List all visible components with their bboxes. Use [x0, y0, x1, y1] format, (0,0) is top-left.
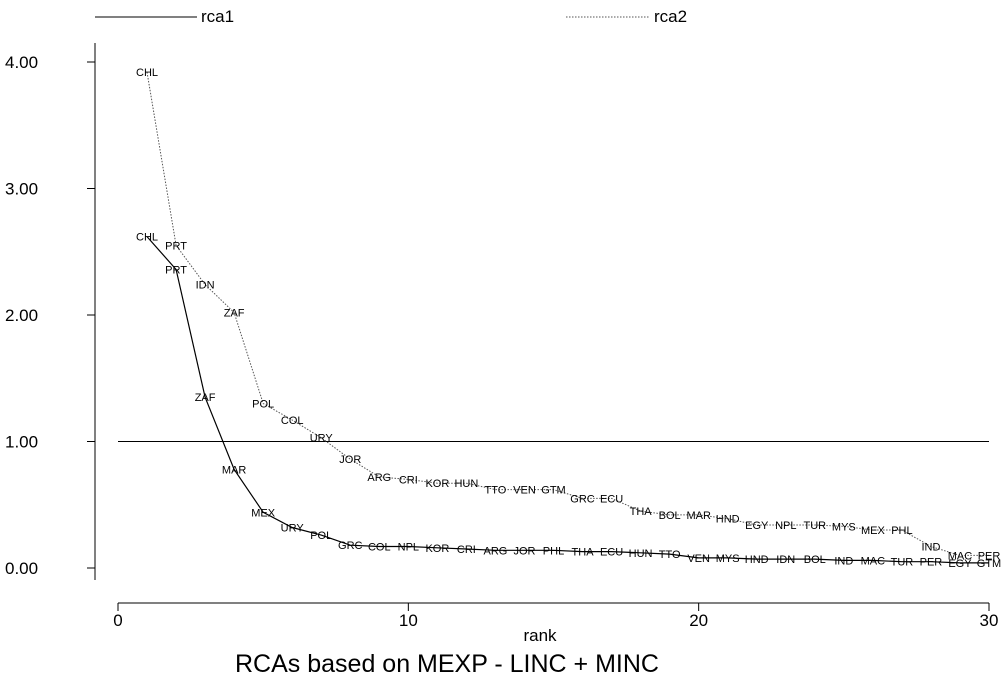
point-label-rca1: GTM: [977, 558, 1001, 570]
point-label-rca1: JOR: [513, 545, 535, 557]
point-label-rca1: NPL: [398, 541, 419, 553]
series-layer: CHL PRT ZAF MAR MEX URY POL GRC COL NPL KOR CRI ARG J…: [136, 67, 1001, 570]
series-rca1: CHL PRT ZAF MAR MEX URY POL GRC COL NPL KOR CRI ARG J…: [136, 232, 1001, 570]
point-label-rca1: MYS: [716, 553, 740, 565]
point-label-rca1: HND: [745, 554, 769, 566]
point-label-rca1: PHL: [543, 545, 564, 557]
x-tick-label: 20: [689, 611, 708, 630]
point-label-rca1: URY: [281, 523, 305, 535]
series-line-rca1: [146, 236, 989, 564]
point-label-rca2: MYS: [832, 521, 856, 533]
point-label-rca2: CRI: [399, 474, 418, 486]
x-tick-label: 10: [399, 611, 418, 630]
point-label-rca2: EGY: [745, 520, 769, 532]
y-tick-label: 1.00: [5, 433, 38, 452]
point-label-rca2: THA: [630, 506, 653, 518]
point-label-rca2: MEX: [861, 525, 886, 537]
plot-area: CHL PRT ZAF MAR MEX URY POL GRC COL NPL KOR CRI ARG J…: [118, 67, 1001, 570]
point-label-rca2: PHL: [891, 525, 912, 537]
point-label-rca1: CHL: [136, 232, 158, 244]
x-tick-label: 30: [980, 611, 999, 630]
point-label-rca2: MAC: [948, 550, 973, 562]
point-label-rca1: PRT: [165, 264, 187, 276]
point-label-rca2: POL: [252, 399, 274, 411]
point-label-rca2: CHL: [136, 67, 158, 79]
point-label-rca1: KOR: [425, 543, 449, 555]
point-label-rca1: TTO: [659, 549, 681, 561]
point-label-rca2: COL: [281, 415, 304, 427]
point-label-rca1: POL: [310, 530, 332, 542]
point-label-rca2: ZAF: [224, 307, 245, 319]
point-label-rca1: CRI: [457, 544, 476, 556]
point-label-rca2: VEN: [513, 485, 536, 497]
point-label-rca2: PRT: [165, 240, 187, 252]
series-line-rca2: [146, 72, 989, 556]
point-label-rca1: MAR: [222, 464, 247, 476]
y-tick-label: 3.00: [5, 180, 38, 199]
point-label-rca1: ZAF: [195, 392, 216, 404]
y-tick-label: 0.00: [5, 559, 38, 578]
point-label-rca2: MAR: [686, 510, 711, 522]
point-label-rca2: TTO: [485, 485, 507, 497]
y-axis-ticks: 0.00 1.00 2.00 3.00 4.00: [5, 53, 95, 578]
point-label-rca2: IND: [921, 541, 940, 553]
point-label-rca1: EGY: [948, 558, 972, 570]
point-label-rca2: GTM: [541, 485, 565, 497]
x-axis-ticks: 0 10 20 30: [113, 603, 998, 630]
point-label-rca1: BOL: [804, 554, 826, 566]
point-label-rca2: HND: [716, 514, 740, 526]
point-label-rca2: PER: [978, 550, 1001, 562]
point-label-rca1: IDN: [776, 554, 795, 566]
point-label-rca1: IND: [834, 555, 853, 567]
point-label-rca2: IDN: [196, 280, 215, 292]
point-label-rca2: ARG: [367, 472, 391, 484]
point-label-rca2: BOL: [659, 510, 681, 522]
point-label-rca1: MAC: [861, 555, 886, 567]
point-label-rca2: ECU: [600, 493, 623, 505]
point-label-rca2: JOR: [339, 454, 361, 466]
chart-legend: rca1 rca2: [95, 7, 687, 26]
point-label-rca1: HUN: [629, 548, 653, 560]
x-tick-label: 0: [113, 611, 122, 630]
point-label-rca1: ARG: [484, 545, 508, 557]
y-tick-label: 4.00: [5, 53, 38, 72]
point-label-rca1: MEX: [251, 507, 276, 519]
point-label-rca1: THA: [572, 547, 595, 559]
y-axis: 0.00 1.00 2.00 3.00 4.00: [5, 43, 96, 580]
point-label-rca1: VEN: [687, 553, 710, 565]
point-label-rca2: NPL: [775, 520, 796, 532]
x-axis-title: rank: [523, 626, 557, 645]
chart-title: RCAs based on MEXP - LINC + MINC: [235, 650, 659, 678]
y-tick-label: 2.00: [5, 306, 38, 325]
point-label-rca2: GRC: [570, 493, 595, 505]
point-label-rca2: URY: [310, 433, 334, 445]
point-label-rca1: ECU: [600, 547, 623, 559]
legend-label-rca2: rca2: [654, 7, 687, 26]
point-label-rca2: TUR: [803, 520, 826, 532]
point-label-rca2: HUN: [454, 478, 478, 490]
point-label-rca1: COL: [368, 541, 391, 553]
point-label-rca2: KOR: [425, 478, 449, 490]
point-label-rca1: PER: [920, 557, 943, 569]
point-label-rca1: TUR: [891, 557, 914, 569]
point-label-rca1: GRC: [338, 540, 363, 552]
x-axis: 0 10 20 30 rank: [113, 602, 998, 645]
series-rca2: CHL PRT IDN ZAF POL COL URY JOR ARG CRI KOR HUN TTO V…: [136, 67, 1000, 562]
legend-label-rca1: rca1: [201, 7, 234, 26]
